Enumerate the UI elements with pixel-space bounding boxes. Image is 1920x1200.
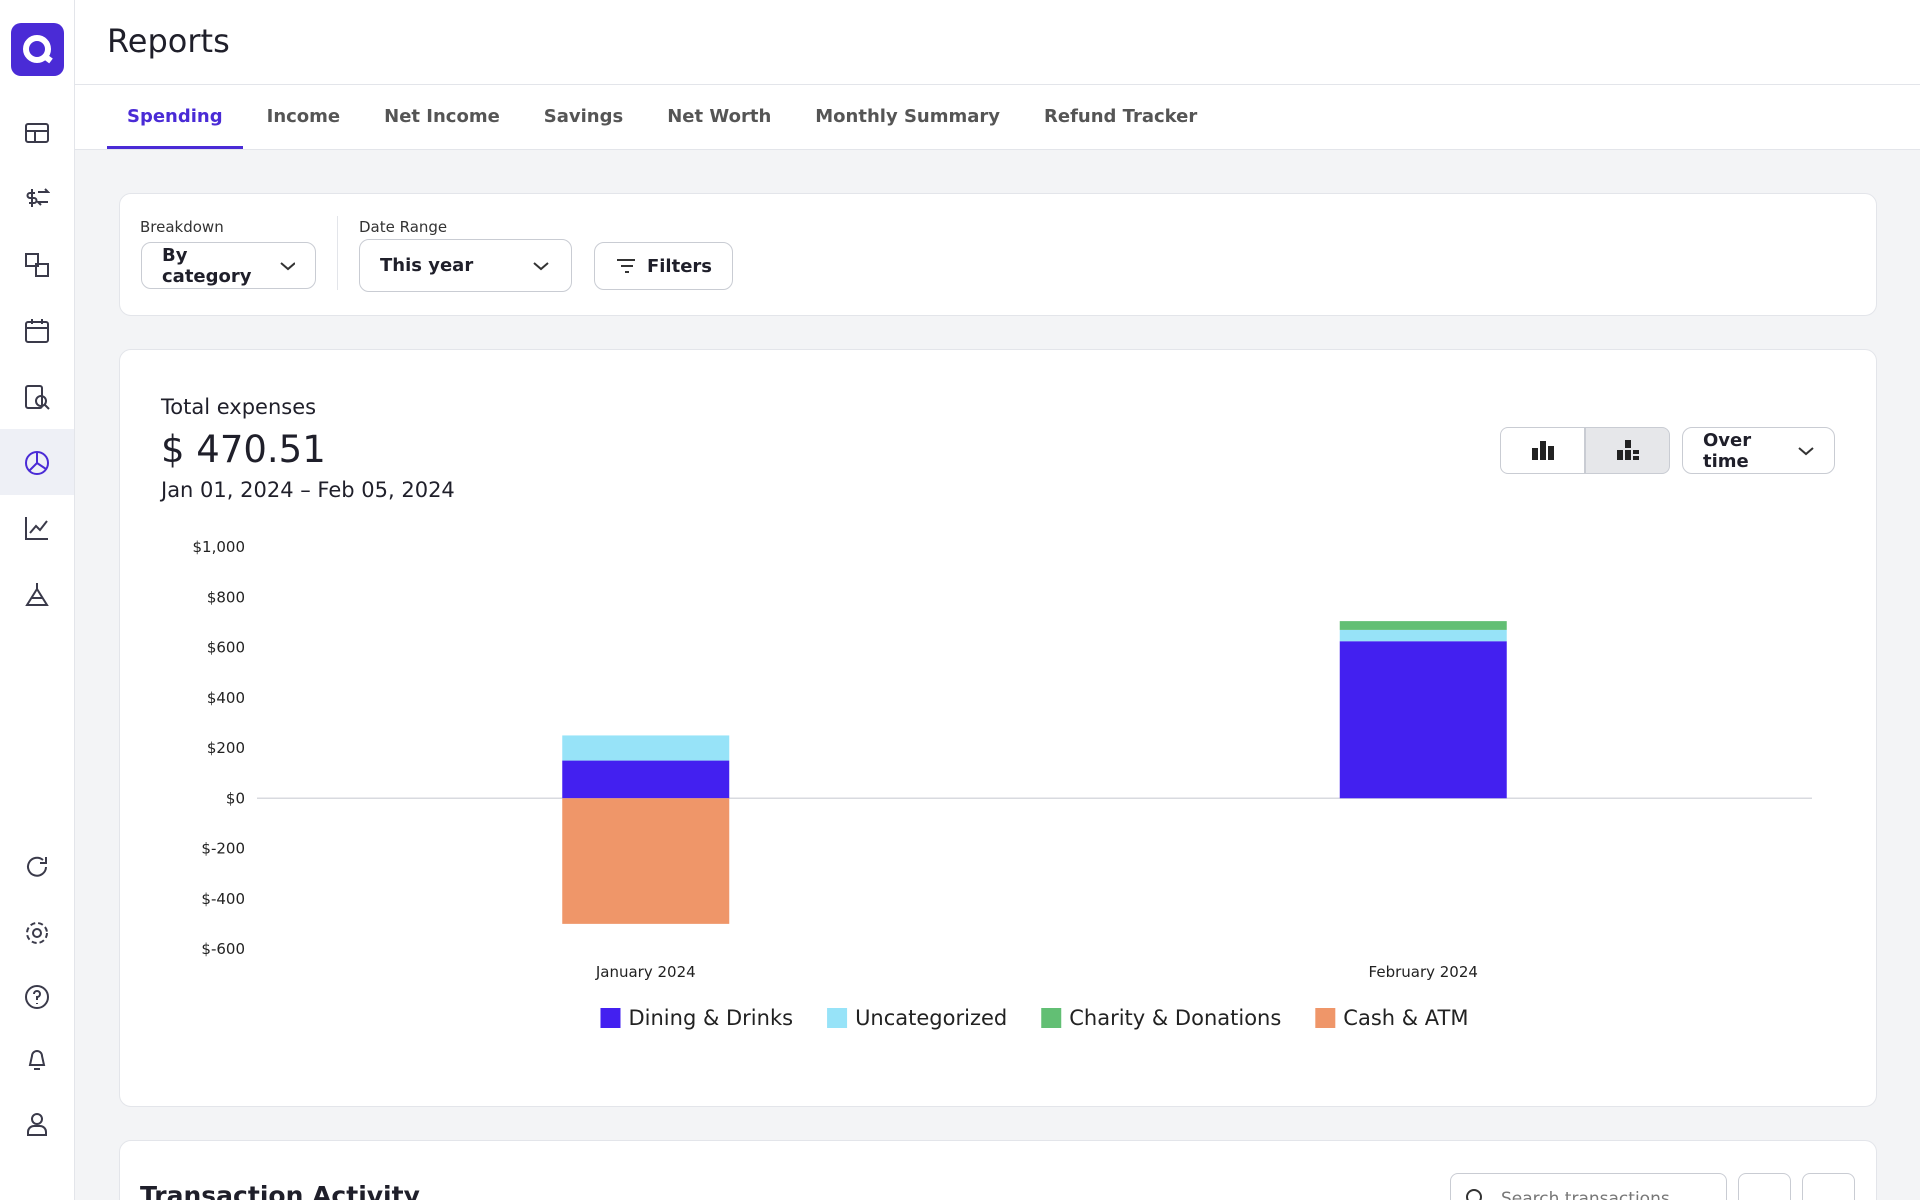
legend-swatch	[1041, 1008, 1062, 1028]
stacked-icon	[1617, 440, 1639, 460]
y-tick-label: $-400	[201, 890, 245, 908]
upload-button[interactable]	[1738, 1173, 1791, 1200]
view-select[interactable]: Over time	[1682, 427, 1835, 474]
nav-search-reports[interactable]	[24, 384, 50, 410]
legend-label: Dining & Drinks	[628, 1006, 793, 1030]
bar-view-button[interactable]	[1500, 427, 1585, 474]
nav-notifications[interactable]	[24, 1047, 50, 1073]
search-placeholder: Search transactions	[1501, 1189, 1670, 1200]
y-tick-label: $200	[207, 739, 245, 757]
divider	[337, 216, 338, 290]
nav-investments[interactable]	[24, 515, 50, 541]
logo-glyph	[23, 35, 53, 64]
legend-label: Uncategorized	[855, 1006, 1007, 1030]
nav-reports[interactable]	[24, 450, 50, 476]
y-tick-label: $-200	[201, 840, 245, 858]
view-value: Over time	[1703, 429, 1752, 472]
y-tick-label: $1,000	[193, 538, 246, 556]
y-tick-label: $0	[226, 789, 245, 807]
date-range-label: Date Range	[359, 218, 448, 236]
legend-swatch	[827, 1008, 848, 1028]
bar-segment	[562, 735, 730, 761]
legend-swatch	[600, 1008, 621, 1028]
divider	[75, 84, 1920, 85]
nav-profile[interactable]	[24, 1111, 50, 1137]
x-tick-label: January 2024	[595, 963, 696, 981]
nav-help[interactable]	[24, 984, 50, 1010]
tab[interactable]: Income	[266, 106, 341, 127]
filter-icon	[617, 259, 635, 273]
bar-segment	[1339, 629, 1507, 642]
stacked-view-button[interactable]	[1585, 427, 1670, 474]
legend-swatch	[1315, 1008, 1336, 1028]
tab[interactable]: Monthly Summary	[815, 106, 1000, 127]
chevron	[533, 261, 549, 270]
summary-label: Total expenses	[161, 395, 317, 419]
download-button[interactable]	[1802, 1173, 1855, 1200]
nav-goals[interactable]	[24, 581, 50, 607]
tab-bar: Spending Income Net Income Savings Net Worth…	[107, 85, 1217, 149]
filters-button[interactable]: Filters	[594, 242, 733, 290]
bar-icon	[1532, 441, 1554, 460]
logo[interactable]	[11, 23, 64, 76]
nav-settings[interactable]	[24, 920, 50, 946]
tab[interactable]: Net Income	[384, 106, 500, 127]
chevron	[279, 261, 295, 270]
x-tick-label: February 2024	[1369, 963, 1478, 981]
date-range-select[interactable]: This year	[359, 239, 572, 292]
breakdown-label: Breakdown	[140, 218, 224, 236]
bar-segment	[1339, 621, 1507, 630]
legend-label: Cash & ATM	[1343, 1006, 1468, 1030]
bar-segment	[562, 798, 730, 924]
transactions-title: Transaction Activity	[140, 1181, 420, 1200]
search-icon	[1466, 1189, 1482, 1200]
sidebar	[0, 0, 75, 1200]
chart-card: Total expenses $ 470.51 Jan 01, 2024 – F…	[119, 349, 1877, 1107]
filter-card: Breakdown By category Date Range This ye…	[119, 193, 1877, 316]
tab[interactable]: Refund Tracker	[1044, 106, 1198, 127]
legend-label: Charity & Donations	[1069, 1006, 1281, 1030]
nav-transactions[interactable]	[24, 185, 50, 211]
top-bar: Reports	[75, 0, 1920, 150]
nav-accounts[interactable]	[24, 252, 50, 278]
bar-segment	[562, 760, 730, 799]
date-range-value: This year	[380, 255, 474, 276]
summary-period: Jan 01, 2024 – Feb 05, 2024	[161, 478, 455, 502]
tab[interactable]: Savings	[543, 106, 624, 127]
y-tick-label: $-600	[201, 940, 245, 958]
breakdown-value: By category	[162, 244, 252, 287]
nav-dashboard[interactable]	[24, 120, 50, 146]
y-tick-label: $400	[207, 689, 245, 707]
nav-calendar[interactable]	[24, 318, 50, 344]
chevron	[1798, 446, 1814, 455]
breakdown-select[interactable]: By category	[141, 242, 316, 289]
bar-segment	[1339, 641, 1507, 799]
nav-refresh[interactable]	[24, 854, 50, 880]
search-box[interactable]: Search transactions	[1450, 1173, 1727, 1200]
summary-amount: $ 470.51	[161, 428, 326, 471]
y-tick-label: $800	[207, 588, 245, 606]
filters-text: Filters	[646, 255, 712, 277]
page-title: Reports	[107, 22, 230, 60]
transactions-card: Transaction Activity Search transactions	[119, 1140, 1877, 1200]
tab[interactable]: Net Worth	[667, 106, 772, 127]
y-tick-label: $600	[207, 639, 245, 657]
tab[interactable]: Spending	[107, 85, 243, 149]
